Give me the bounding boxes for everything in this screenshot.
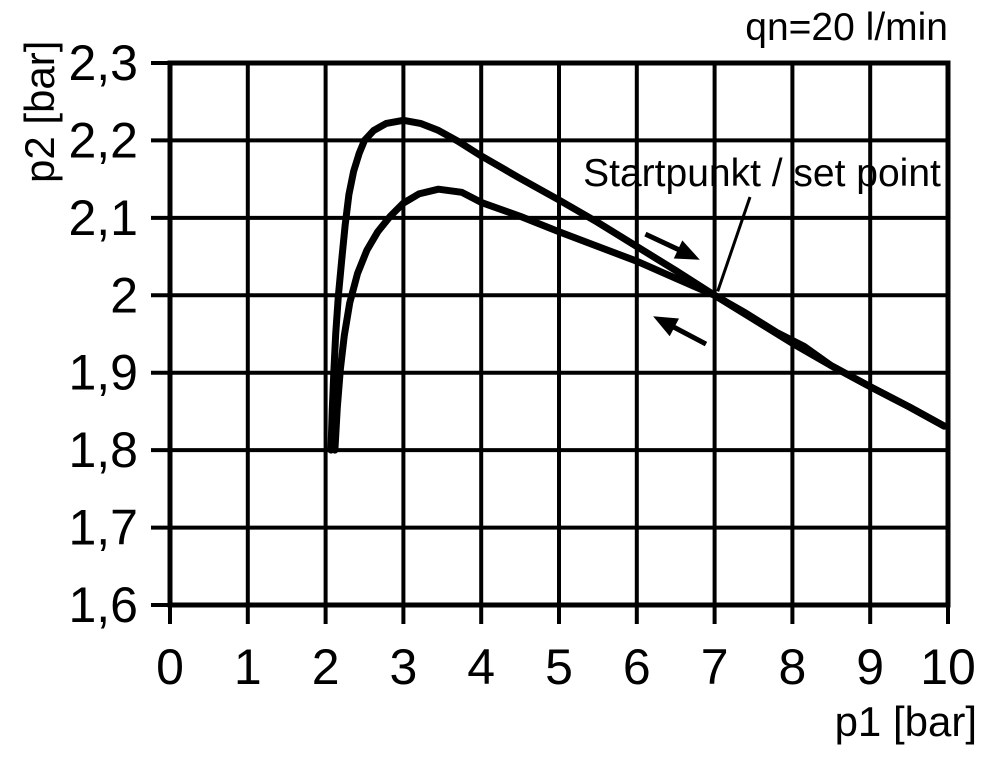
y-axis-label: p2 [bar] bbox=[16, 41, 63, 183]
setpoint-callout-line bbox=[716, 196, 752, 292]
plot-frame bbox=[167, 60, 951, 608]
y-tick-labels: 1,6 1,7 1,8 1,9 2 2,1 2,2 2,3 bbox=[68, 35, 138, 633]
y-tick-label-1,6: 1,6 bbox=[68, 577, 138, 633]
x-tick-label-9: 9 bbox=[856, 639, 884, 695]
hysteresis-curves bbox=[327, 116, 948, 454]
y-tick-label-1,8: 1,8 bbox=[68, 422, 138, 478]
direction-arrows-and-callout bbox=[644, 196, 752, 347]
x-tick-label-5: 5 bbox=[545, 639, 573, 695]
chart-title: qn=20 l/min bbox=[745, 6, 948, 49]
return-arrow-head bbox=[653, 316, 679, 337]
y-tick-label-1,9: 1,9 bbox=[68, 345, 138, 401]
x-tick-labels: 0 1 2 3 4 5 6 7 8 9 10 bbox=[156, 639, 976, 695]
series-lower-curve-return-branch bbox=[331, 185, 948, 454]
x-tick-label-0: 0 bbox=[156, 639, 184, 695]
x-tick-label-7: 7 bbox=[701, 639, 729, 695]
x-tick-label-3: 3 bbox=[389, 639, 417, 695]
y-tick-label-2,2: 2,2 bbox=[68, 112, 138, 168]
forward-arrow-head bbox=[673, 240, 700, 260]
x-tick-label-8: 8 bbox=[778, 639, 806, 695]
x-tick-label-6: 6 bbox=[623, 639, 651, 695]
y-tick-label-2: 2 bbox=[110, 267, 138, 323]
forward-arrow-shaft bbox=[644, 231, 682, 253]
y-tick-label-2,1: 2,1 bbox=[68, 190, 138, 246]
grid-lines bbox=[151, 60, 951, 624]
x-axis-label: p1 [bar] bbox=[835, 698, 977, 745]
x-tick-label-10: 10 bbox=[920, 639, 976, 695]
y-tick-label-1,7: 1,7 bbox=[68, 500, 138, 556]
x-tick-label-4: 4 bbox=[467, 639, 495, 695]
setpoint-annotation-label: Startpunkt / set point bbox=[583, 152, 941, 195]
return-arrow-shaft bbox=[670, 323, 708, 347]
y-tick-label-2,3: 2,3 bbox=[68, 35, 138, 91]
x-tick-label-2: 2 bbox=[312, 639, 340, 695]
x-tick-label-1: 1 bbox=[234, 639, 262, 695]
